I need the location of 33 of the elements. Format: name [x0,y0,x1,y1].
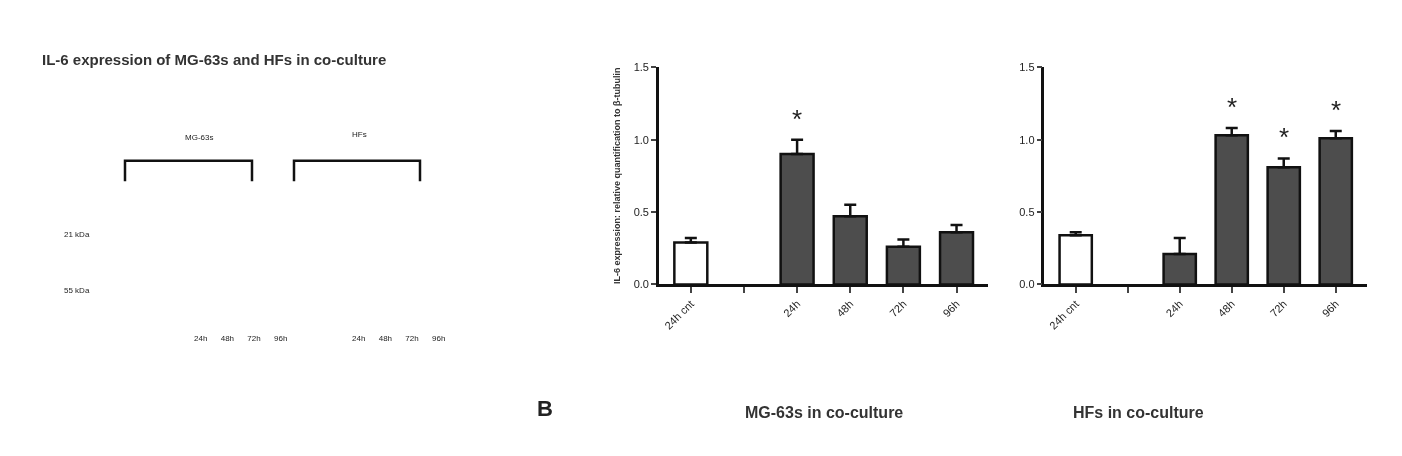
y-tick-label: 0.0 [633,278,649,291]
text: 24h 48h 72h 96h [194,334,288,343]
text: 21 kDa [64,230,90,239]
x-tick-label: 96h [1319,297,1342,320]
y-tick-label: 1.0 [1019,133,1035,146]
data-label: * [1227,92,1238,122]
y-tick-label: 1.5 [633,61,649,74]
y-tick-label: 1.0 [633,133,649,146]
x-tick-label: 72h [887,297,909,320]
text: 24h 48h 72h 96h [352,334,446,343]
x-tick-label: 24h [1163,297,1186,320]
text: B [537,396,553,421]
x-tick-label: 72h [1267,297,1290,320]
x-tick-label: 48h [1215,297,1238,320]
text: MG-63s [185,133,214,142]
data-label: * [1331,95,1342,125]
text: HFs [352,130,367,139]
text: HFs in co-culture [1073,404,1204,421]
x-tick-label: 24h [780,297,803,320]
x-tick-label: 48h [834,297,856,320]
y-tick-label: 0.0 [1019,278,1035,291]
text: 55 kDa [64,286,90,295]
y-tick-label: 0.5 [633,205,649,218]
data-label: * [792,104,803,134]
text: MG-63s in co-culture [745,404,904,421]
data-label: * [1279,122,1290,152]
y-tick-label: 1.5 [1019,61,1035,74]
y-tick-label: 0.5 [1019,205,1035,218]
x-tick-label: 24h cnt [662,297,697,332]
y-axis-title: IL-6 expression: relative quantification to β-tubulin [612,67,623,285]
x-tick-label: 96h [940,297,962,320]
x-tick-label: 24h cnt [1047,297,1081,332]
text: IL-6 expression of MG-63s and HFs in co-culture [42,51,387,68]
